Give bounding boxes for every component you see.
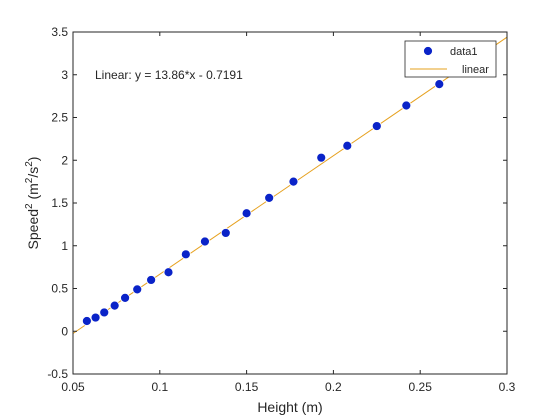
data-point	[163, 267, 174, 278]
x-axis-ticks: 0.05 0.1 0.15 0.2 0.25 0.3	[61, 32, 516, 394]
data-point	[316, 152, 327, 163]
x-tick-label: 0.1	[151, 380, 168, 394]
legend-marker-data1	[423, 46, 433, 56]
x-tick-label: 0.2	[325, 380, 342, 394]
legend-label-data1: data1	[450, 46, 478, 58]
x-axis-label: Height (m)	[257, 399, 322, 415]
legend-box	[404, 40, 497, 78]
data-point	[180, 249, 191, 260]
y-tick-label: 1.5	[51, 196, 68, 210]
data-point	[220, 228, 231, 238]
y-tick-label: -0.5	[47, 367, 68, 381]
y-tick-label: 1	[61, 239, 68, 253]
y-axis-ticks: -0.5 0 0.5 1 1.5 2 2.5 3 3.5	[47, 25, 507, 381]
x-tick-label: 0.25	[409, 380, 433, 394]
legend: data1 linear	[404, 40, 497, 78]
y-tick-label: 0.5	[51, 282, 68, 296]
data-point	[146, 275, 157, 285]
data-point	[401, 100, 412, 111]
data-point	[200, 236, 210, 247]
fit-line	[72, 36, 508, 334]
y-tick-label: 0	[61, 324, 68, 338]
data-point	[241, 208, 252, 219]
x-tick-label: 0.05	[61, 380, 85, 394]
x-tick-label: 0.15	[235, 380, 259, 394]
data-point	[288, 176, 299, 187]
data-point	[90, 312, 101, 323]
y-tick-label: 3	[61, 68, 68, 82]
data-point	[109, 300, 120, 311]
legend-label-linear: linear	[462, 64, 489, 76]
data-point	[264, 192, 275, 203]
data-points-layer	[81, 79, 445, 326]
data-point	[120, 293, 130, 303]
y-axis-label: Speed2 (m2/s2)	[24, 157, 41, 250]
y-tick-label: 2.5	[51, 111, 68, 125]
data-point	[99, 307, 110, 318]
data-point	[342, 140, 353, 151]
y-tick-label: 2	[61, 153, 68, 167]
plot-area	[73, 32, 507, 374]
data-point	[132, 284, 143, 295]
fit-line-layer	[72, 36, 508, 334]
y-tick-label: 3.5	[51, 25, 68, 39]
data-point	[371, 121, 382, 131]
data-point	[81, 316, 92, 326]
x-tick-label: 0.3	[499, 380, 516, 394]
data-point	[434, 79, 445, 90]
fit-annotation: Linear: y = 13.86*x - 0.7191	[95, 68, 243, 82]
